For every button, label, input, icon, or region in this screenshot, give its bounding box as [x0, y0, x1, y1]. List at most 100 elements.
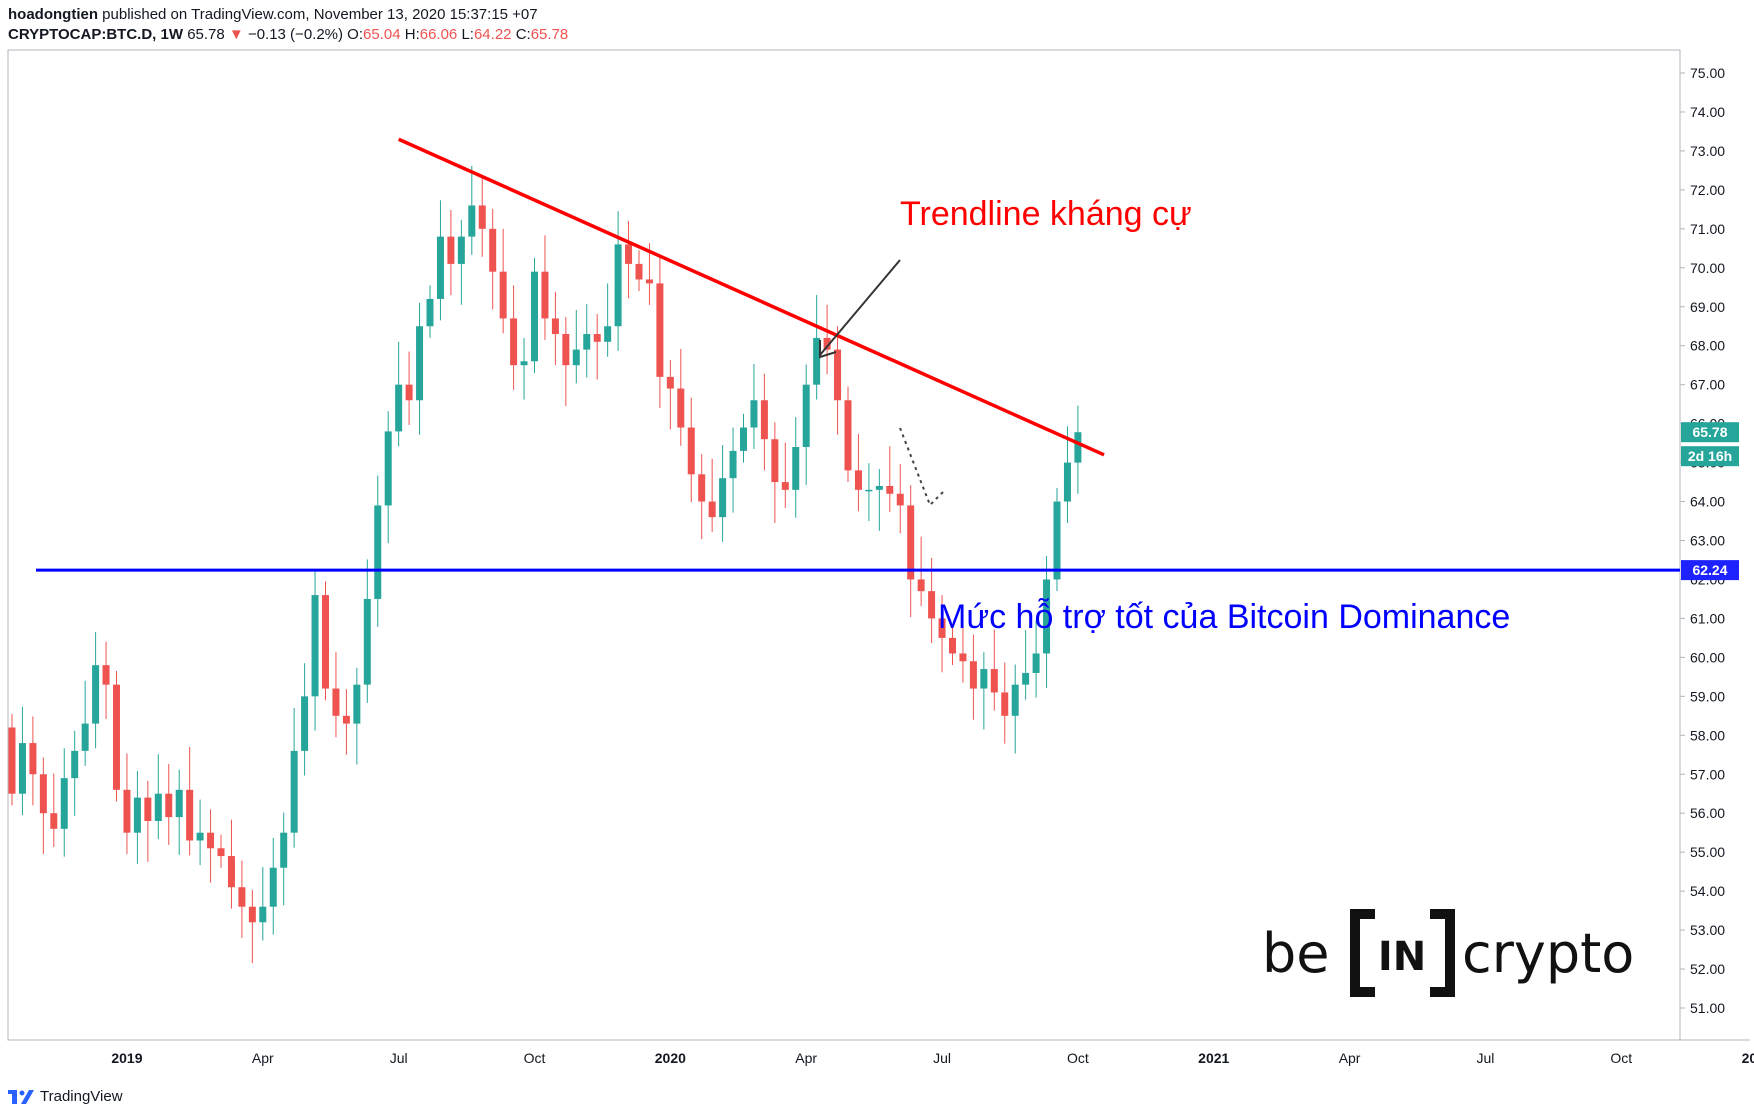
tradingview-brand[interactable]: TradingView — [40, 1088, 123, 1105]
author-name[interactable]: hoadongtien — [8, 6, 98, 23]
pointer-arrow-head-icon — [819, 340, 837, 359]
y-tick-label: 73.00 — [1690, 143, 1725, 159]
candle-body — [248, 906, 256, 923]
candle-body — [687, 427, 695, 475]
candle-body — [175, 789, 183, 818]
projection-arrow-icon — [899, 427, 946, 507]
candle-body — [1043, 579, 1051, 654]
candle-body — [656, 283, 664, 377]
symbol-info: CRYPTOCAP:BTC.D, 1W 65.78 ▼ −0.13 (−0.2%… — [8, 26, 568, 43]
candle-body — [447, 236, 455, 264]
candle-body — [489, 228, 497, 272]
candle-body — [207, 832, 215, 849]
candle-body — [551, 318, 559, 335]
candle-body — [834, 349, 842, 401]
candle-body — [510, 318, 518, 366]
candle-body — [562, 334, 570, 366]
candle-body — [113, 684, 120, 790]
candle-body — [1022, 672, 1030, 685]
candle-body — [426, 298, 434, 327]
candle-body — [614, 244, 622, 327]
candle-body — [468, 205, 476, 237]
candle-body — [781, 482, 789, 490]
candle-body — [196, 832, 204, 841]
y-tick-label: 59.00 — [1690, 688, 1725, 704]
candle-body — [854, 470, 862, 490]
candle-body — [802, 384, 810, 447]
low-label: L: — [461, 26, 474, 43]
candle-body — [217, 848, 225, 857]
candle-body — [520, 361, 528, 366]
candle-body — [928, 591, 936, 619]
candle-body — [342, 715, 350, 724]
candle-body — [395, 384, 403, 432]
open-value: 65.04 — [363, 26, 401, 43]
x-tick-label: Oct — [524, 1050, 546, 1066]
candle-body — [698, 474, 706, 502]
x-tick-label: 2021 — [1198, 1050, 1229, 1066]
candle-body — [353, 684, 361, 724]
candle-body — [8, 727, 16, 794]
candle-body — [1063, 462, 1071, 502]
published-text: published on TradingView.com, November 1… — [102, 6, 538, 23]
candle-body — [1074, 432, 1082, 463]
candle-body — [374, 505, 382, 599]
y-tick-label: 56.00 — [1690, 805, 1725, 821]
candle-body — [322, 595, 329, 689]
candle-body — [813, 337, 821, 385]
y-tick-label: 72.00 — [1690, 182, 1725, 198]
candle-body — [416, 326, 424, 401]
candle-body — [719, 478, 727, 518]
candle-body — [301, 696, 309, 751]
publish-info: hoadongtien published on TradingView.com… — [8, 6, 538, 23]
candle-body — [625, 244, 633, 264]
y-tick-label: 64.00 — [1690, 494, 1725, 510]
price-badge-bg — [1681, 422, 1739, 443]
y-tick-label: 53.00 — [1690, 922, 1725, 938]
candle-body — [186, 789, 194, 841]
candle-body — [666, 376, 674, 389]
candle-body — [227, 856, 235, 888]
y-tick-label: 63.00 — [1690, 533, 1725, 549]
candle-body — [760, 400, 768, 440]
symbol-name[interactable]: CRYPTOCAP:BTC.D, 1W — [8, 26, 184, 43]
down-arrow-icon: ▼ — [228, 26, 244, 43]
y-tick-label: 52.00 — [1690, 961, 1725, 977]
candle-body — [823, 337, 831, 350]
logo-bracket-left-icon — [1350, 909, 1375, 997]
y-tick-label: 70.00 — [1690, 260, 1725, 276]
trendline-label: Trendline kháng cự — [900, 195, 1192, 233]
candle-body — [969, 661, 977, 689]
y-tick-label: 58.00 — [1690, 727, 1725, 743]
x-tick-label: Apr — [1339, 1050, 1361, 1066]
footer: TradingView — [8, 1088, 123, 1105]
low-value: 64.22 — [473, 26, 512, 43]
x-tick-label: Apr — [795, 1050, 817, 1066]
close-label: C: — [515, 26, 531, 43]
x-tick-label: Oct — [1610, 1050, 1632, 1066]
x-tick-label: 2022 — [1742, 1050, 1754, 1066]
x-tick-label: Apr — [252, 1050, 274, 1066]
candle-body — [123, 789, 131, 833]
candle-body — [740, 427, 747, 451]
candle-body — [269, 867, 277, 907]
last-price: 65.78 — [187, 26, 225, 43]
candle-body — [583, 334, 591, 350]
high-value: 66.06 — [419, 26, 458, 43]
candle-body — [875, 485, 883, 490]
x-tick-label: Jul — [1476, 1050, 1494, 1066]
candle-body — [165, 793, 173, 818]
logo-text-right: crypto — [1462, 922, 1634, 985]
candle-body — [499, 271, 507, 319]
candle-body — [60, 778, 68, 829]
y-tick-label: 75.00 — [1690, 65, 1725, 81]
candle-body — [81, 723, 89, 751]
candle-body — [238, 887, 246, 907]
x-tick-label: Oct — [1067, 1050, 1089, 1066]
y-tick-label: 55.00 — [1690, 844, 1725, 860]
candle-body — [50, 813, 58, 829]
x-tick-label: Jul — [933, 1050, 951, 1066]
logo-bracket-right-icon — [1430, 909, 1455, 997]
candle-body — [1032, 653, 1040, 673]
